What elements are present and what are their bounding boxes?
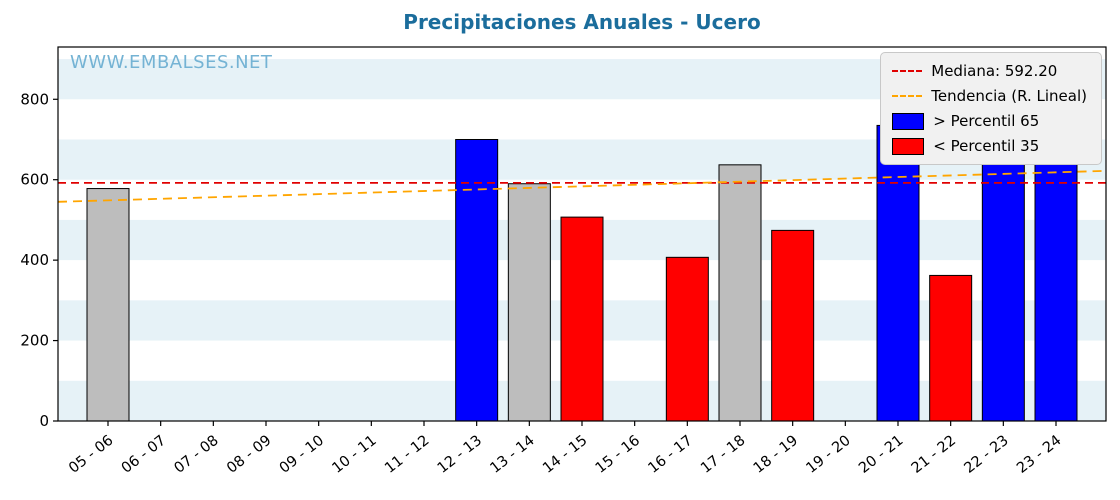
legend-box-swatch xyxy=(892,112,925,130)
x-tick-label: 13 - 14 xyxy=(487,433,537,477)
y-tick-label: 800 xyxy=(20,90,49,108)
bar-18-19 xyxy=(771,229,815,422)
x-tick-label: 07 - 08 xyxy=(171,433,221,477)
bar-20-21 xyxy=(876,124,920,422)
x-tick-label: 10 - 11 xyxy=(329,433,379,477)
y-tick-label: 400 xyxy=(20,251,49,269)
x-tick-label: 21 - 22 xyxy=(909,433,959,477)
x-tick-label: 14 - 15 xyxy=(540,433,590,477)
legend-box-swatch xyxy=(892,137,925,155)
legend-item: Tendencia (R. Lineal) xyxy=(892,87,1087,105)
x-tick-label: 15 - 16 xyxy=(593,433,643,477)
legend-item: > Percentil 65 xyxy=(892,112,1087,130)
x-tick-label: 16 - 17 xyxy=(645,433,695,477)
y-tick-label: 0 xyxy=(39,412,49,430)
bar-17-18 xyxy=(718,164,762,422)
y-tick-label: 200 xyxy=(20,332,49,350)
bar-12-13 xyxy=(455,138,499,422)
x-tick-label: 19 - 20 xyxy=(803,433,853,477)
legend-dashed-line-swatch xyxy=(892,70,923,72)
watermark: WWW.EMBALSES.NET xyxy=(70,52,273,73)
x-tick-label: 11 - 12 xyxy=(382,433,432,477)
legend-item: Mediana: 592.20 xyxy=(892,62,1087,80)
x-tick-label: 12 - 13 xyxy=(435,433,485,477)
x-tick-label: 08 - 09 xyxy=(224,433,274,477)
x-tick-label: 18 - 19 xyxy=(751,433,801,477)
legend-label: Tendencia (R. Lineal) xyxy=(931,87,1087,105)
x-tick-label: 20 - 21 xyxy=(856,433,906,477)
x-tick-label: 06 - 07 xyxy=(119,433,169,477)
x-tick-label: 23 - 24 xyxy=(1014,433,1064,477)
x-tick-label: 17 - 18 xyxy=(698,433,748,477)
y-tick-label: 600 xyxy=(20,171,49,189)
bar-16-17 xyxy=(665,256,709,422)
chart-title: Precipitaciones Anuales - Ucero xyxy=(403,10,761,34)
trend-line xyxy=(57,169,1107,203)
legend-label: < Percentil 35 xyxy=(933,137,1040,155)
x-tick-label: 09 - 10 xyxy=(277,433,327,477)
bar-14-15 xyxy=(560,216,604,422)
legend-item: < Percentil 35 xyxy=(892,137,1087,155)
legend-label: Mediana: 592.20 xyxy=(931,62,1058,80)
bar-05-06 xyxy=(86,188,130,422)
chart-legend: Mediana: 592.20 Tendencia (R. Lineal) > Pe… xyxy=(880,52,1102,165)
bar-21-22 xyxy=(929,274,973,422)
bar-22-23 xyxy=(981,134,1025,422)
legend-label: > Percentil 65 xyxy=(933,112,1040,130)
legend-dashed-line-swatch xyxy=(892,95,923,97)
x-tick-label: 05 - 06 xyxy=(66,433,116,477)
bar-13-14 xyxy=(507,183,551,422)
x-tick-label: 22 - 23 xyxy=(961,433,1011,477)
